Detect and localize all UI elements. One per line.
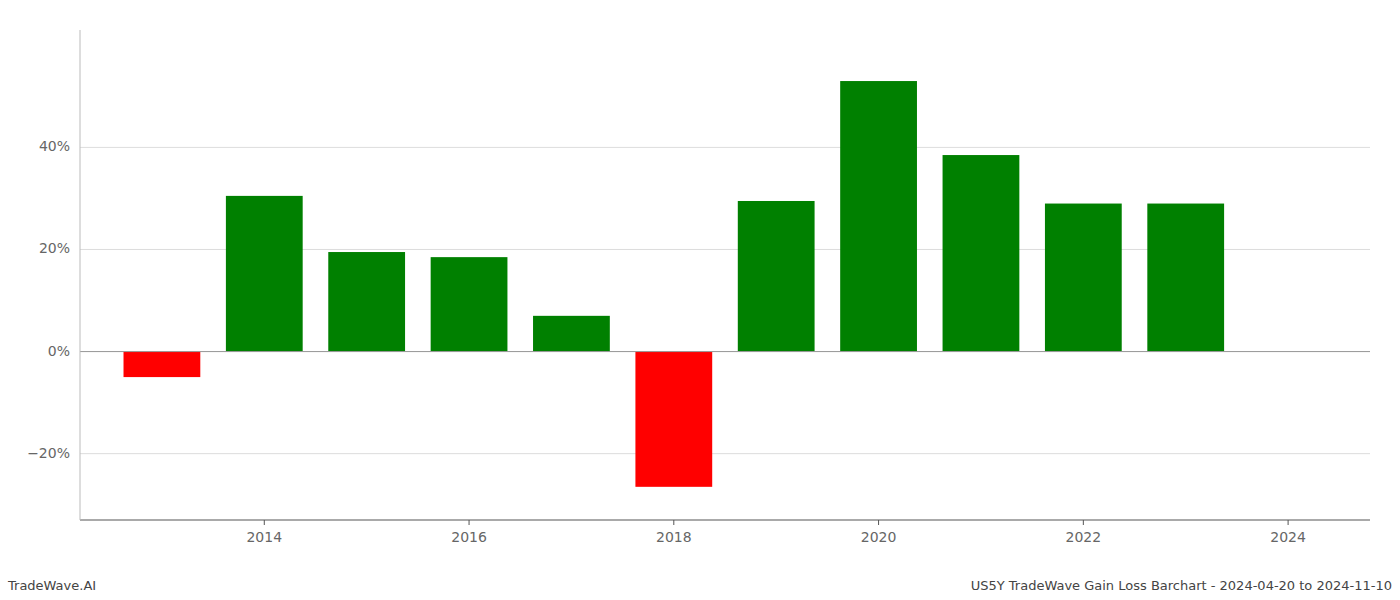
bar	[124, 352, 201, 378]
x-tick-label: 2024	[1270, 529, 1306, 545]
y-tick-label: 40%	[39, 138, 70, 154]
bar	[533, 316, 610, 352]
bar	[738, 201, 815, 352]
footer-right: US5Y TradeWave Gain Loss Barchart - 2024…	[971, 578, 1392, 593]
grid-line	[80, 453, 1370, 454]
x-tick	[1288, 520, 1289, 525]
x-tick	[1083, 520, 1084, 525]
bar	[1147, 204, 1224, 352]
grid-line	[80, 351, 1370, 352]
y-axis-line	[80, 30, 81, 520]
baseline	[80, 351, 1370, 352]
x-tick	[469, 520, 470, 525]
bar	[943, 155, 1020, 352]
bar	[431, 257, 508, 351]
x-tick-label: 2016	[451, 529, 487, 545]
x-tick	[264, 520, 265, 525]
x-tick	[878, 520, 879, 525]
x-tick-label: 2022	[1066, 529, 1102, 545]
y-tick-label: 0%	[48, 343, 70, 359]
bar	[226, 196, 303, 352]
bar	[1045, 204, 1122, 352]
bar	[840, 81, 917, 352]
x-tick-label: 2020	[861, 529, 897, 545]
chart: −20% 0% 20% 40% 2014 2016 2018 2020 2022 2024 Trad…	[0, 0, 1400, 600]
grid-line	[80, 147, 1370, 148]
footer-left: TradeWave.AI	[7, 578, 96, 593]
x-tick-label: 2018	[656, 529, 692, 545]
y-tick-label: −20%	[27, 445, 70, 461]
y-tick-label: 20%	[39, 240, 70, 256]
x-tick-label: 2014	[246, 529, 282, 545]
bar	[328, 252, 405, 352]
bar	[635, 352, 712, 487]
x-tick	[673, 520, 674, 525]
x-axis-line	[80, 520, 1370, 521]
bars	[124, 81, 1225, 487]
